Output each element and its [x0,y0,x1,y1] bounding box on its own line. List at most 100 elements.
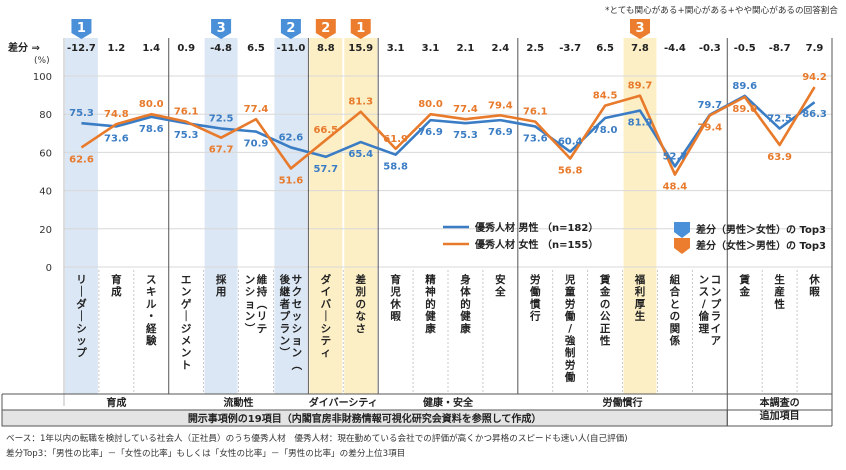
category-label-10: 精神的健康 [425,273,436,335]
rank-tag-shape [630,19,650,39]
rank-tag-8: 1 [350,19,371,39]
male-data-label-21: 86.3 [802,109,827,120]
category-label-17: 組合との関係 [669,273,681,347]
group-label-0: 育成 [106,396,126,409]
category-label-21: 休暇 [808,273,820,298]
rank-tag-4: 3 [211,19,232,39]
diff-value-2: 1.4 [142,43,160,54]
male-data-label-3: 75.3 [174,130,199,141]
female-data-label-13: 76.1 [523,107,548,118]
male-data-label-17: 52.7 [663,151,688,162]
legend-male-top3-marker [674,222,690,238]
diff-value-14: -3.7 [559,43,581,54]
diff-value-11: 2.1 [457,43,475,54]
group-label-2: ダイバーシティ [309,396,378,409]
male-data-label-2: 78.6 [139,124,164,135]
category-label-13: 労働慣行 [529,273,541,323]
category-label-7: ダイバ｜シティ [321,273,332,359]
category-label-2: スキル・経験 [146,274,157,347]
y-tick-40: 40 [39,187,52,198]
diff-value-18: -0.3 [699,43,721,54]
male-data-label-0: 75.3 [69,108,94,119]
diff-value-20: -8.7 [769,43,791,54]
category-label-11: 身体的健康 [460,273,471,335]
diff-label: 差分 ⇒ [8,41,40,54]
rank-tag-label: 2 [321,21,330,36]
diff-value-5: 6.5 [247,43,265,54]
diff-value-19: -0.5 [734,43,756,54]
legend-female-label: 優秀人材 女性 （n=155） [474,238,598,251]
rank-tag-shape [350,19,371,39]
female-data-label-2: 80.0 [139,99,164,110]
male-data-label-4: 72.5 [209,114,234,125]
legend-male-label: 優秀人材 男性 （n=182） [474,221,598,234]
category-label-0: リ｜ダ｜シップ [76,274,87,359]
diff-value-7: 8.8 [317,43,335,54]
male-data-label-6: 62.6 [279,132,304,143]
rank-tag-label: 3 [635,21,644,36]
footnote-diff: 差分Top3：「男性の比率」－「女性の比率」もしくは「女性の比率」－「男性の比率… [6,449,406,459]
y-tick-60: 60 [39,148,52,159]
female-data-label-0: 62.6 [69,154,94,165]
rank-tag-shape [211,19,232,39]
male-data-label-14: 60.4 [558,137,583,148]
female-data-label-3: 76.1 [174,107,199,118]
male-data-label-19: 89.6 [732,81,757,92]
category-label-14: 児童労働/強制労働 [564,273,576,384]
rank-tag-label: 1 [77,21,86,36]
male-data-label-11: 75.3 [453,130,478,141]
diff-value-1: 1.2 [108,43,126,54]
male-data-label-7: 57.7 [313,164,338,175]
category-label-3: エンゲ｜ジメント [181,274,192,371]
female-data-label-20: 63.9 [767,152,792,163]
highlight-band-6 [274,38,308,394]
category-label-18: コンプライアンス/倫理 [699,274,722,347]
female-data-label-7: 66.5 [313,125,338,136]
diff-value-9: 3.1 [387,43,405,54]
female-data-label-18: 79.4 [697,122,722,133]
category-label-5: 維持︵リテンション︶ [244,273,268,335]
category-label-16: 福利厚生 [634,273,646,323]
footnote-base: ベース：1年以内の転職を検討している社会人（正社員）のうち優秀人材 優秀人材：現… [6,434,628,444]
diff-value-17: -4.4 [664,43,686,54]
female-data-label-8: 81.3 [348,97,373,108]
male-data-label-16: 81.9 [628,118,653,129]
y-tick-80: 80 [39,110,52,121]
female-data-label-16: 89.7 [628,81,653,92]
female-data-label-19: 89.0 [732,104,757,115]
female-data-label-5: 77.4 [244,104,269,115]
rank-tag-label: 3 [217,21,226,36]
rank-tag-shape [71,19,92,39]
female-data-label-15: 84.5 [593,91,618,102]
female-data-label-17: 48.4 [663,182,688,193]
category-label-8: 差別のなさ [354,273,366,335]
diff-value-10: 3.1 [422,43,440,54]
male-data-label-8: 65.4 [348,149,373,160]
female-data-label-4: 67.7 [209,145,234,156]
y-tick-100: 100 [33,72,52,83]
diff-value-21: 7.9 [806,43,824,54]
legend-female-top3-marker [674,238,690,254]
rank-tag-label: 2 [286,21,295,36]
diff-value-16: 7.8 [631,43,649,54]
male-data-label-10: 76.9 [418,127,443,138]
unit-label: (%) [34,56,50,66]
category-label-19: 賃金 [738,273,750,298]
male-data-label-18: 79.7 [697,100,722,111]
female-data-label-14: 56.8 [558,166,583,177]
diff-value-6: -11.0 [276,43,305,54]
male-data-label-12: 76.9 [488,127,513,138]
y-tick-0: 0 [46,263,52,274]
female-data-label-6: 51.6 [279,175,304,186]
category-label-15: 賃金の公正性 [599,273,611,347]
male-data-label-1: 73.6 [104,133,129,144]
group-label-4: 労働慣行 [603,396,643,409]
diff-value-13: 2.5 [526,43,544,54]
category-label-4: 採用 [215,273,227,298]
female-data-label-21: 94.2 [802,72,827,83]
legend-female-top3-label: 差分（女性＞男性）の Top3 [696,239,826,252]
rank-tag-shape [280,19,301,39]
top-note: *とても関心がある+関心がある+やや関心があるの回答割合 [605,6,838,16]
